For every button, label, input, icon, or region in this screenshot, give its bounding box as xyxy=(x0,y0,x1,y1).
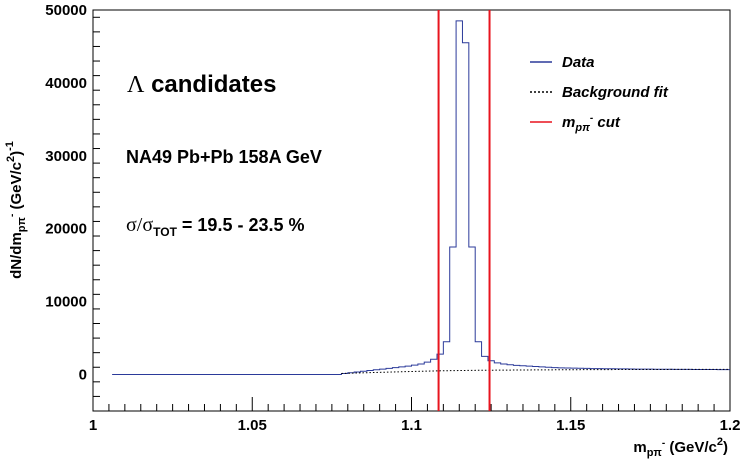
legend-cut-sup: - xyxy=(590,113,594,124)
x-axis-ticks: 1 1.05 1.1 1.15 1.2 xyxy=(89,397,741,434)
x-axis-title-close: ) xyxy=(723,439,728,456)
legend-background-label: Background fit xyxy=(562,84,669,101)
y-axis-title-sub: pπ xyxy=(16,216,28,232)
x-tick-label: 1.1 xyxy=(401,417,422,434)
background-fit-line xyxy=(341,368,731,374)
cut-lines xyxy=(437,10,491,411)
y-axis-title-sup: - xyxy=(7,214,18,217)
x-axis-title-sub: pπ xyxy=(647,447,663,459)
x-tick-label: 1.15 xyxy=(556,417,585,434)
y-axis-ticks: 0 10000 20000 30000 40000 50000 xyxy=(45,2,100,412)
x-tick-label: 1.2 xyxy=(720,417,741,434)
y-axis-title-exp: -1 xyxy=(4,141,16,151)
annotation-experiment: NA49 Pb+Pb 158A GeV xyxy=(126,147,322,167)
legend-cut-tail: cut xyxy=(593,114,621,131)
y-axis-title-close: ) xyxy=(8,151,25,156)
x-axis-title-sup: - xyxy=(662,438,665,449)
series-layer xyxy=(112,20,731,376)
y-tick-label: 30000 xyxy=(45,148,87,165)
y-tick-label: 40000 xyxy=(45,75,87,92)
x-tick-label: 1 xyxy=(89,417,97,434)
legend-cut-main: m xyxy=(562,114,575,131)
lambda-symbol: Λ xyxy=(127,72,145,98)
annotation-centrality: σ/σTOT = 19.5 - 23.5 % xyxy=(126,214,305,239)
y-axis-title-tail: (GeV/c xyxy=(8,162,25,214)
legend-cut-label: mpπ- cut xyxy=(562,113,621,134)
x-axis-title: mpπ- (GeV/c2) xyxy=(633,436,728,459)
y-axis-title-unit-sup: 2 xyxy=(5,156,17,162)
x-tick-label: 1.05 xyxy=(238,417,267,434)
x-axis-title-tail: (GeV/c xyxy=(665,439,717,456)
sigma-ratio: σ/σ xyxy=(126,214,153,236)
x-axis-title-main: m xyxy=(633,439,646,456)
legend-cut-sub: pπ xyxy=(574,122,590,134)
centrality-range: = 19.5 - 23.5 % xyxy=(177,215,305,235)
candidates-text: candidates xyxy=(144,71,276,98)
annotation-candidates: Λ candidates xyxy=(127,71,276,98)
x-axis-title-unit-sup: 2 xyxy=(717,436,723,448)
y-axis-title-main: dN/dm xyxy=(8,232,25,279)
y-tick-label: 50000 xyxy=(45,2,87,19)
legend-data-label: Data xyxy=(562,54,595,71)
y-tick-label: 10000 xyxy=(45,294,87,311)
y-tick-label: 0 xyxy=(79,367,87,384)
y-axis-title: dN/dmpπ- (GeV/c2)-1 xyxy=(4,141,28,279)
y-tick-label: 20000 xyxy=(45,221,87,238)
legend: Data Background fit mpπ- cut xyxy=(530,54,669,134)
sigma-sub: TOT xyxy=(153,225,177,239)
